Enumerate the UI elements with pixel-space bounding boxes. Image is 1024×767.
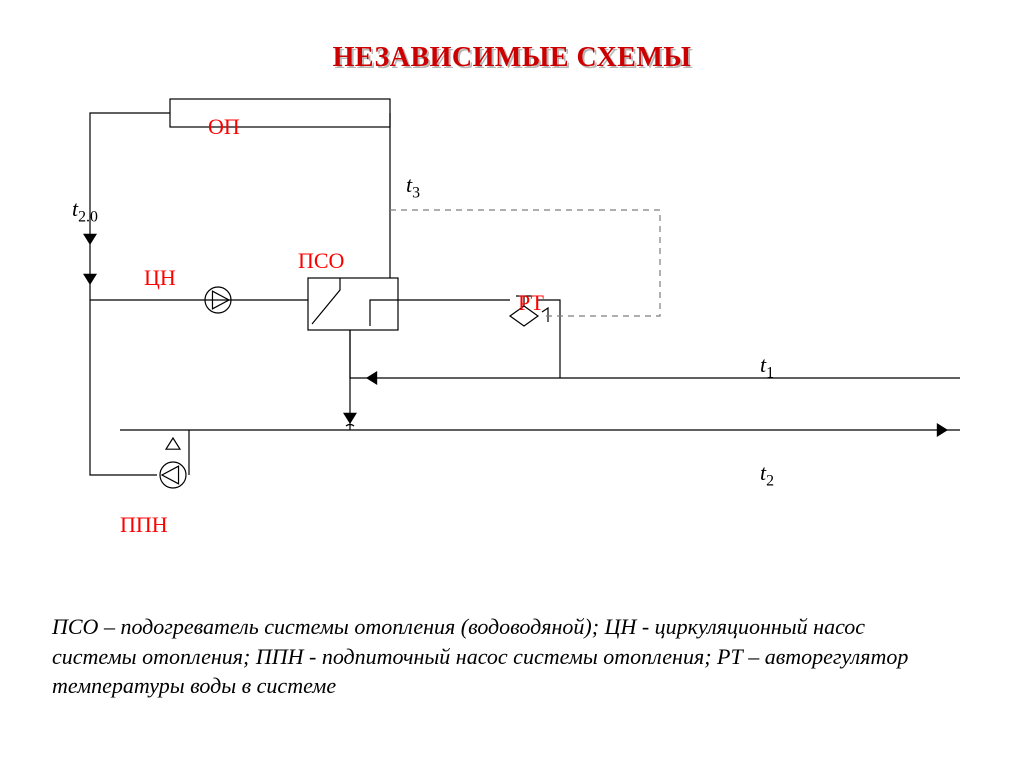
label-rt: РТ xyxy=(518,290,544,316)
pso-heat-exchanger-box xyxy=(308,278,398,330)
pipe-ppn_vert xyxy=(90,300,157,475)
label-op: ОП xyxy=(208,114,240,140)
arrow-icon xyxy=(83,274,97,285)
label-t1: t1 xyxy=(760,352,774,382)
arrow-icon xyxy=(343,413,357,424)
label-t2: t2 xyxy=(760,460,774,490)
label-pso: ПСО xyxy=(298,248,344,274)
label-t20: t2.0 xyxy=(72,196,98,226)
label-t3: t3 xyxy=(406,172,420,202)
arrow-icon xyxy=(83,234,97,245)
arrow-icon xyxy=(166,438,180,449)
legend-caption: ПСО – подогреватель системы отопления (в… xyxy=(52,612,952,701)
arrow-icon xyxy=(366,371,377,385)
label-ppn: ППН xyxy=(120,512,168,538)
label-cn: ЦН xyxy=(144,265,176,291)
arrow-icon xyxy=(937,423,948,437)
op-heater-box xyxy=(170,99,390,127)
pipe-t1_line xyxy=(350,330,960,378)
ppn-pump-icon xyxy=(160,462,186,488)
